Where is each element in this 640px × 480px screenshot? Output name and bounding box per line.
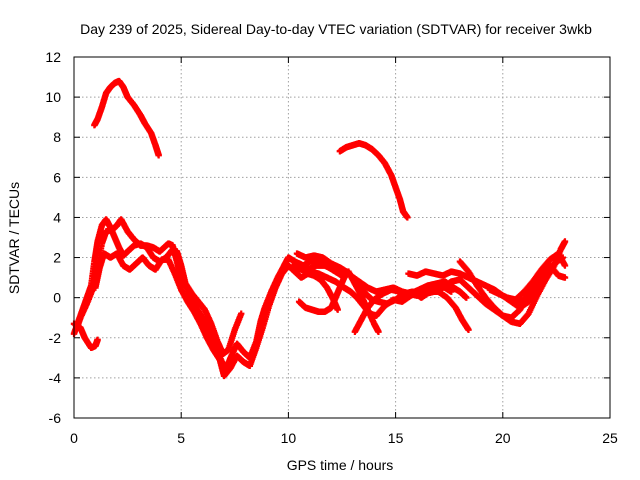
- data-point: [561, 262, 569, 269]
- y-tick-label: -6: [49, 410, 62, 426]
- series-track-14: [486, 250, 569, 303]
- data-point: [561, 238, 569, 245]
- series-track-1: [91, 77, 162, 159]
- chart-title: Day 239 of 2025, Sidereal Day-to-day VTE…: [80, 21, 592, 37]
- y-tick-label: 6: [53, 169, 61, 185]
- y-tick-label: 2: [53, 250, 61, 266]
- data-point: [155, 152, 162, 159]
- data-point: [375, 328, 382, 335]
- y-tick-label: -4: [49, 370, 62, 386]
- y-axis-label: SDTVAR / TECUs: [6, 182, 22, 294]
- x-tick-label: 10: [281, 430, 297, 446]
- y-tick-label: 0: [53, 290, 61, 306]
- data-point: [465, 326, 472, 333]
- data-point: [238, 310, 245, 317]
- series-track-2: [336, 140, 411, 221]
- y-tick-label: 4: [53, 209, 61, 225]
- x-axis-label: GPS time / hours: [287, 457, 394, 473]
- x-tick-label: 5: [177, 430, 185, 446]
- grid: [74, 57, 610, 418]
- series-track-5: [70, 320, 101, 352]
- axis-ticks: [73, 56, 611, 419]
- y-tick-label: 12: [45, 49, 61, 65]
- data-point: [334, 306, 341, 313]
- x-tick-label: 15: [388, 430, 404, 446]
- data-markers: [70, 77, 569, 380]
- data-point: [561, 274, 569, 281]
- tick-labels: 0 5 10 15 20 25 -6 -4 -2 0 2 4 6 8 10 12: [45, 49, 618, 446]
- y-tick-label: 8: [53, 129, 61, 145]
- series-track-10: [295, 268, 382, 335]
- data-point: [463, 294, 470, 301]
- plot-frame: [73, 56, 611, 419]
- data-point: [448, 288, 455, 295]
- series-track-15: [512, 262, 569, 307]
- y-tick-label: 10: [45, 89, 61, 105]
- x-tick-label: 25: [602, 430, 618, 446]
- x-tick-label: 20: [495, 430, 511, 446]
- data-point: [94, 336, 101, 343]
- y-tick-label: -2: [49, 330, 62, 346]
- x-tick-label: 0: [70, 430, 78, 446]
- data-point: [404, 214, 411, 221]
